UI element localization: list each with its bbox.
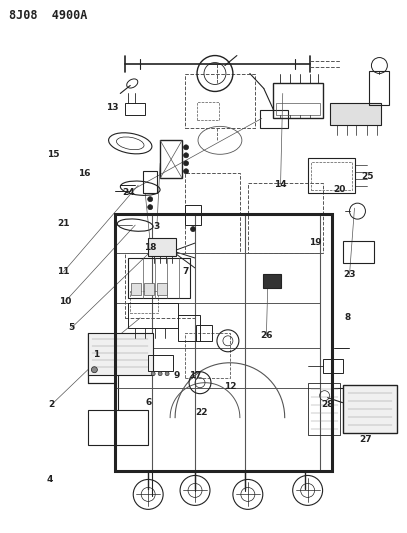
Text: 6: 6 xyxy=(146,398,152,407)
Bar xyxy=(185,74,255,128)
Circle shape xyxy=(158,372,162,376)
Text: 17: 17 xyxy=(189,371,202,380)
Text: 20: 20 xyxy=(333,185,346,194)
Bar xyxy=(248,183,323,253)
Text: 21: 21 xyxy=(57,220,70,229)
Circle shape xyxy=(184,161,188,166)
Bar xyxy=(196,325,212,341)
Text: 7: 7 xyxy=(182,268,188,276)
Text: 13: 13 xyxy=(106,102,118,111)
Text: 25: 25 xyxy=(361,172,374,181)
Bar xyxy=(308,158,355,193)
Bar xyxy=(130,291,158,313)
Bar xyxy=(197,102,219,120)
Text: 15: 15 xyxy=(47,150,60,159)
Text: 5: 5 xyxy=(68,323,75,332)
Text: 10: 10 xyxy=(59,296,72,305)
Text: 16: 16 xyxy=(78,169,90,178)
Text: 12: 12 xyxy=(223,382,236,391)
Bar xyxy=(185,173,240,253)
Text: 23: 23 xyxy=(343,270,356,279)
Bar xyxy=(125,103,145,116)
Text: 9: 9 xyxy=(174,371,180,380)
Bar xyxy=(128,258,190,298)
Text: 19: 19 xyxy=(309,238,322,247)
Text: 11: 11 xyxy=(57,268,70,276)
Circle shape xyxy=(165,372,169,376)
Text: 22: 22 xyxy=(195,408,208,417)
Bar xyxy=(131,283,141,295)
Text: 4: 4 xyxy=(46,475,53,483)
Bar xyxy=(343,385,397,433)
Circle shape xyxy=(184,145,188,150)
Bar xyxy=(343,241,374,263)
Text: 8J08  4900A: 8J08 4900A xyxy=(9,9,87,22)
Text: 3: 3 xyxy=(154,222,160,231)
Bar xyxy=(88,333,153,375)
Text: 1: 1 xyxy=(93,350,99,359)
Text: 24: 24 xyxy=(122,188,135,197)
Bar xyxy=(260,110,288,128)
Bar xyxy=(157,283,167,295)
Bar xyxy=(308,383,339,434)
Text: 18: 18 xyxy=(144,244,157,253)
Circle shape xyxy=(190,227,195,232)
Bar xyxy=(311,162,352,190)
Bar xyxy=(148,238,176,256)
Bar xyxy=(160,140,182,178)
Circle shape xyxy=(184,169,188,174)
Bar xyxy=(143,171,157,193)
Circle shape xyxy=(184,153,188,158)
Circle shape xyxy=(148,197,153,201)
Bar xyxy=(185,333,230,378)
Bar xyxy=(88,410,148,445)
Bar xyxy=(125,253,195,318)
Bar xyxy=(115,214,332,472)
Bar xyxy=(330,103,381,125)
Bar xyxy=(323,359,343,373)
Bar xyxy=(370,70,389,106)
Text: 28: 28 xyxy=(321,400,333,409)
Bar xyxy=(128,303,178,328)
Text: 2: 2 xyxy=(48,400,55,409)
Bar xyxy=(263,274,281,288)
Circle shape xyxy=(151,372,155,376)
Text: 26: 26 xyxy=(260,331,273,340)
Bar xyxy=(148,355,173,371)
Bar xyxy=(178,315,200,341)
Text: 27: 27 xyxy=(359,435,372,444)
Circle shape xyxy=(92,367,97,373)
Text: 14: 14 xyxy=(274,180,287,189)
Bar xyxy=(144,283,154,295)
Bar xyxy=(273,84,323,118)
Text: 8: 8 xyxy=(344,312,350,321)
Bar xyxy=(276,103,319,116)
Circle shape xyxy=(148,205,153,209)
Bar xyxy=(185,205,201,225)
